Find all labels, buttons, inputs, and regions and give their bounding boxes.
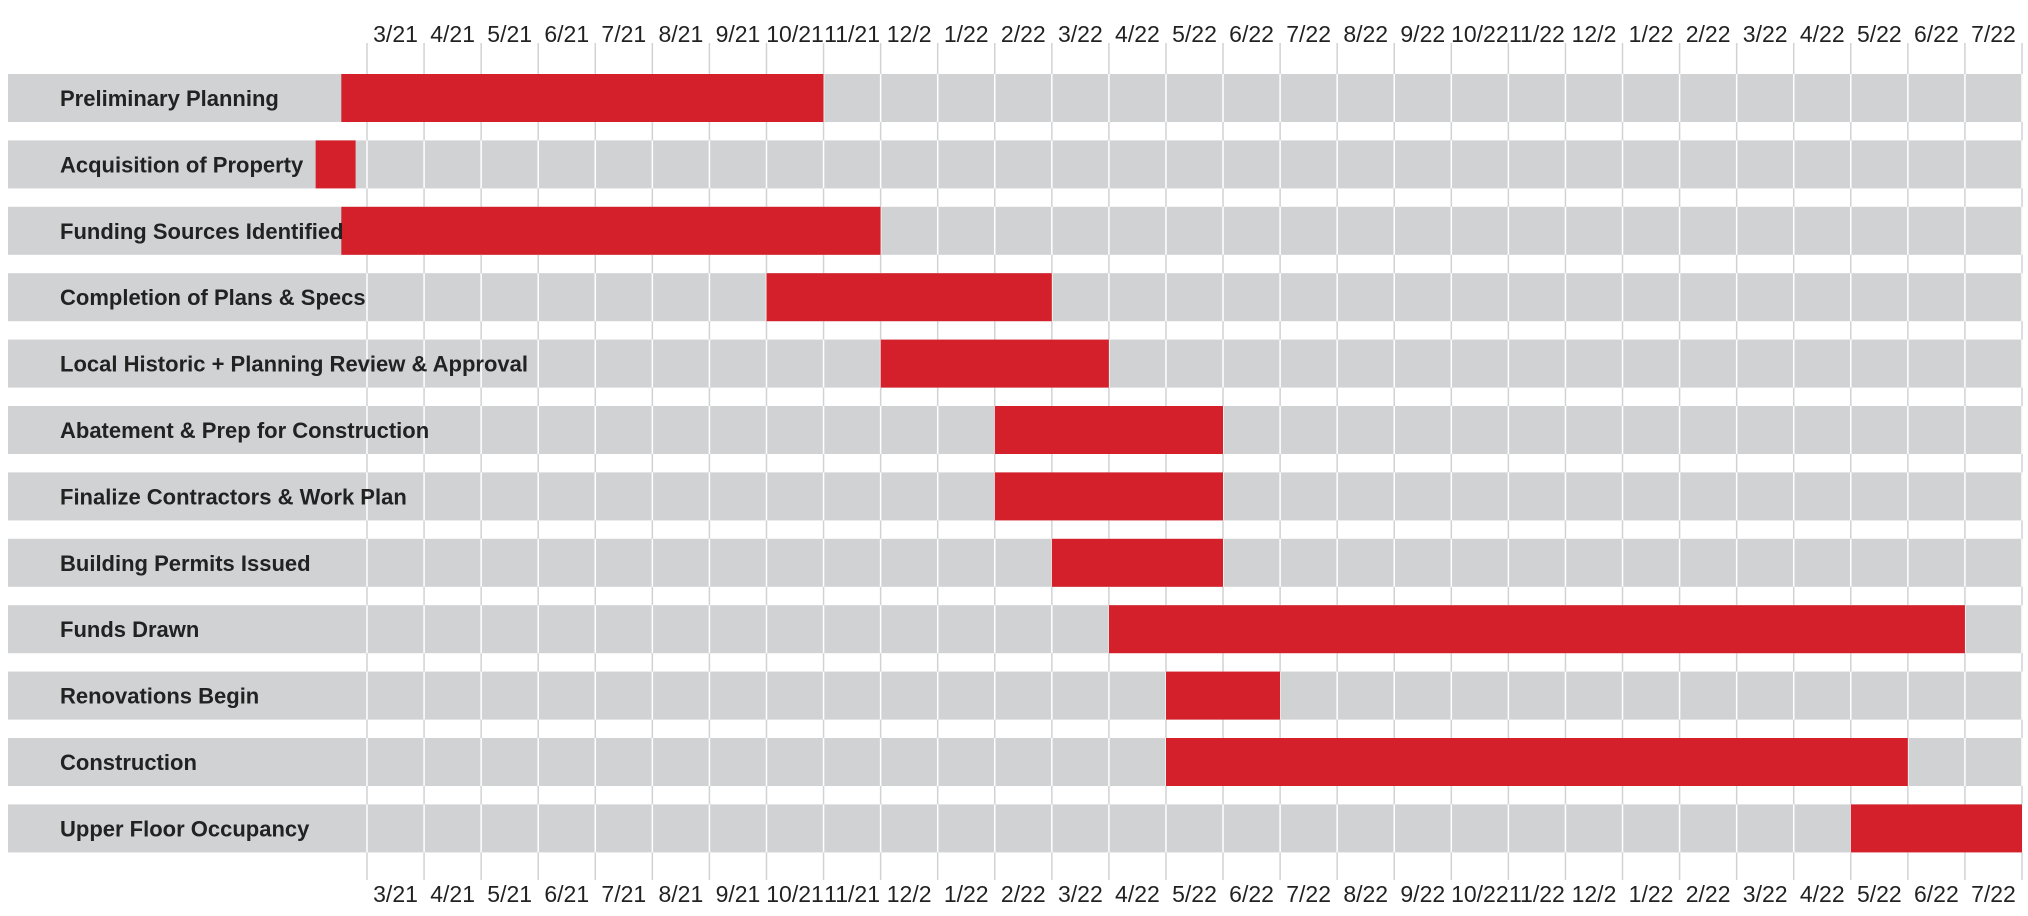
x-tick-label-bottom: 6/22 — [1229, 881, 1274, 907]
task-label: Construction — [60, 750, 197, 775]
x-tick-label-top: 5/21 — [487, 21, 532, 47]
x-tick-label-bottom: 4/21 — [430, 881, 475, 907]
x-tick-label-top: 7/21 — [601, 21, 646, 47]
x-tick-label-top: 2/22 — [1686, 21, 1731, 47]
x-tick-label-bottom: 3/22 — [1058, 881, 1103, 907]
x-tick-label-top: 12/2 — [887, 21, 932, 47]
task-label: Preliminary Planning — [60, 86, 279, 111]
task-label: Abatement & Prep for Construction — [60, 418, 429, 443]
x-tick-label-top: 9/22 — [1400, 21, 1445, 47]
x-tick-label-bottom: 8/22 — [1343, 881, 1388, 907]
x-tick-label-top: 3/22 — [1743, 21, 1788, 47]
x-tick-label-bottom: 8/21 — [658, 881, 703, 907]
x-tick-label-bottom: 6/22 — [1914, 881, 1959, 907]
task-bar — [994, 406, 1224, 454]
row-track — [8, 538, 2022, 587]
task-bar — [1051, 538, 1224, 587]
bottom-month-axis: 3/21 4/21 5/21 6/21 7/21 8/21 9/21 10/21 11/21 12… — [373, 881, 2016, 907]
x-tick-label-bottom: 7/22 — [1971, 881, 2016, 907]
x-tick-label-bottom: 11/22 — [1509, 881, 1565, 907]
x-tick-label-bottom: 5/22 — [1857, 881, 1902, 907]
x-tick-label-top: 7/22 — [1286, 21, 1331, 47]
task-label: Local Historic + Planning Review & Appro… — [60, 352, 528, 377]
x-tick-label-bottom: 1/22 — [1629, 881, 1674, 907]
x-tick-label-top: 7/22 — [1971, 21, 2016, 47]
x-tick-label-bottom: 2/22 — [1686, 881, 1731, 907]
x-tick-label-top: 10/22 — [1451, 21, 1509, 47]
task-labels: Preliminary Planning Acquisition of Prope… — [60, 86, 528, 841]
task-label: Acquisition of Property — [60, 152, 304, 177]
x-tick-label-bottom: 4/22 — [1115, 881, 1160, 907]
x-tick-label-bottom: 9/21 — [716, 881, 761, 907]
x-tick-label-bottom: 5/21 — [487, 881, 532, 907]
x-tick-label-bottom: 2/22 — [1001, 881, 1046, 907]
x-tick-label-top: 5/22 — [1857, 21, 1902, 47]
row-track — [8, 140, 2022, 189]
x-tick-label-top: 12/2 — [1572, 21, 1617, 47]
x-tick-label-bottom: 11/21 — [824, 881, 880, 907]
task-label: Funding Sources Identified — [60, 219, 344, 244]
x-tick-label-top: 11/22 — [1509, 21, 1565, 47]
task-bar — [994, 472, 1224, 521]
x-tick-label-top: 4/22 — [1800, 21, 1845, 47]
top-month-axis: 3/21 4/21 5/21 6/21 7/21 8/21 9/21 10/21 11/21 12… — [373, 21, 2016, 47]
x-tick-label-top: 5/22 — [1172, 21, 1217, 47]
x-tick-label-bottom: 3/21 — [373, 881, 418, 907]
task-label: Renovations Begin — [60, 684, 259, 709]
x-tick-label-bottom: 7/22 — [1286, 881, 1331, 907]
task-bar — [1850, 804, 2022, 853]
x-tick-label-bottom: 3/22 — [1743, 881, 1788, 907]
task-bar — [1165, 671, 1281, 720]
x-tick-label-bottom: 7/21 — [601, 881, 646, 907]
x-tick-label-bottom: 10/21 — [766, 881, 824, 907]
task-bar — [315, 140, 356, 189]
x-tick-label-top: 8/21 — [658, 21, 703, 47]
task-bar — [341, 74, 824, 122]
task-label: Finalize Contractors & Work Plan — [60, 484, 407, 509]
x-tick-label-top: 9/21 — [716, 21, 761, 47]
x-tick-label-bottom: 12/2 — [1572, 881, 1617, 907]
task-bar — [766, 273, 1052, 322]
task-label: Upper Floor Occupancy — [60, 816, 310, 841]
row-track — [8, 74, 2022, 122]
x-tick-label-top: 3/21 — [373, 21, 418, 47]
x-tick-label-bottom: 6/21 — [544, 881, 589, 907]
x-tick-label-top: 4/22 — [1115, 21, 1160, 47]
task-bar — [1165, 738, 1908, 786]
x-tick-label-bottom: 5/22 — [1172, 881, 1217, 907]
task-label: Completion of Plans & Specs — [60, 285, 366, 310]
row-tracks — [8, 74, 2022, 853]
task-label: Building Permits Issued — [60, 551, 311, 576]
x-tick-label-bottom: 4/22 — [1800, 881, 1845, 907]
x-tick-label-top: 6/21 — [544, 21, 589, 47]
row-track — [8, 671, 2022, 720]
task-bar — [341, 206, 881, 255]
x-tick-label-top: 1/22 — [944, 21, 989, 47]
x-tick-label-top: 11/21 — [824, 21, 880, 47]
x-tick-label-bottom: 12/2 — [887, 881, 932, 907]
x-tick-label-top: 1/22 — [1629, 21, 1674, 47]
x-tick-label-top: 3/22 — [1058, 21, 1103, 47]
x-tick-label-bottom: 1/22 — [944, 881, 989, 907]
x-tick-label-top: 4/21 — [430, 21, 475, 47]
x-tick-label-top: 6/22 — [1914, 21, 1959, 47]
x-tick-label-top: 10/21 — [766, 21, 824, 47]
x-tick-label-bottom: 10/22 — [1451, 881, 1509, 907]
x-tick-label-top: 8/22 — [1343, 21, 1388, 47]
x-tick-label-top: 6/22 — [1229, 21, 1274, 47]
task-bar — [880, 339, 1109, 388]
task-label: Funds Drawn — [60, 617, 199, 642]
task-bar — [1108, 605, 1965, 654]
x-tick-label-top: 2/22 — [1001, 21, 1046, 47]
row-track — [8, 804, 2022, 853]
x-tick-label-bottom: 9/22 — [1400, 881, 1445, 907]
task-bars — [315, 74, 2022, 853]
